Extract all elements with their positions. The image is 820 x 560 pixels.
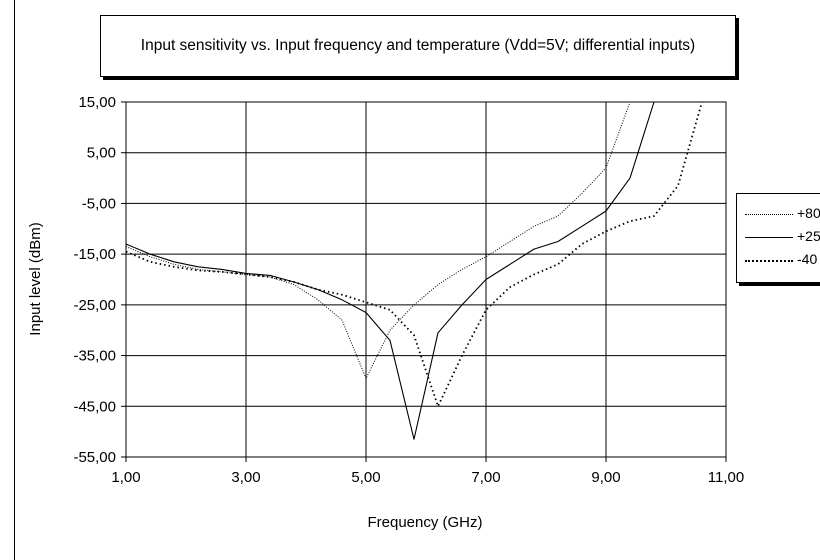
legend: +80 +25 -40 [736, 193, 820, 283]
chart-plot: 1,00 3,00 5,00 7,00 9,00 11,00 15,00 5,00 -5,00 -… [27, 94, 744, 531]
y-tick-label: -15,00 [73, 246, 116, 263]
y-tick-label: 5,00 [87, 145, 116, 162]
x-tick-label: 11,00 [708, 469, 744, 486]
chart-frame [14, 0, 820, 560]
x-tick-label: 5,00 [351, 469, 380, 486]
chart-title-box: Input sensitivity vs. Input frequency an… [100, 15, 736, 77]
y-tick-label: -25,00 [73, 297, 116, 314]
axes [121, 101, 727, 462]
legend-entry-series-2: +25 [737, 227, 820, 247]
series-layer [125, 101, 703, 440]
legend-label-series-2: +25 [797, 228, 820, 244]
legend-entry-series-3: -40 [737, 250, 820, 270]
x-tick-label: 3,00 [231, 469, 260, 486]
x-tick-label: 7,00 [471, 469, 500, 486]
y-tick-label: -55,00 [73, 449, 116, 466]
chart-title: Input sensitivity vs. Input frequency an… [140, 37, 696, 54]
y-tick-label: -5,00 [82, 195, 116, 212]
legend-entry-series-1: +80 [737, 204, 820, 224]
grid [125, 101, 727, 458]
plot-border [125, 101, 727, 458]
y-tick-label: -35,00 [73, 348, 116, 365]
x-tick-label: 9,00 [591, 469, 620, 486]
y-tick-label: -45,00 [73, 398, 116, 415]
series-line-3 [125, 101, 703, 408]
x-axis-label: Frequency (GHz) [367, 514, 482, 531]
series-line-1 [125, 101, 702, 379]
y-axis-label: Input level (dBm) [27, 222, 44, 335]
legend-label-series-1: +80 [797, 205, 820, 221]
x-tick-label: 1,00 [111, 469, 140, 486]
legend-swatch-series-3 [745, 260, 793, 262]
tick-labels: 1,00 3,00 5,00 7,00 9,00 11,00 15,00 5,00 -5,00 -… [73, 94, 744, 486]
y-tick-label: 15,00 [78, 94, 116, 111]
legend-swatch-series-1 [745, 214, 793, 215]
legend-label-series-3: -40 [797, 251, 818, 267]
plot-area [126, 102, 726, 457]
series-line-2 [125, 101, 702, 440]
legend-swatch-series-2 [745, 237, 793, 238]
